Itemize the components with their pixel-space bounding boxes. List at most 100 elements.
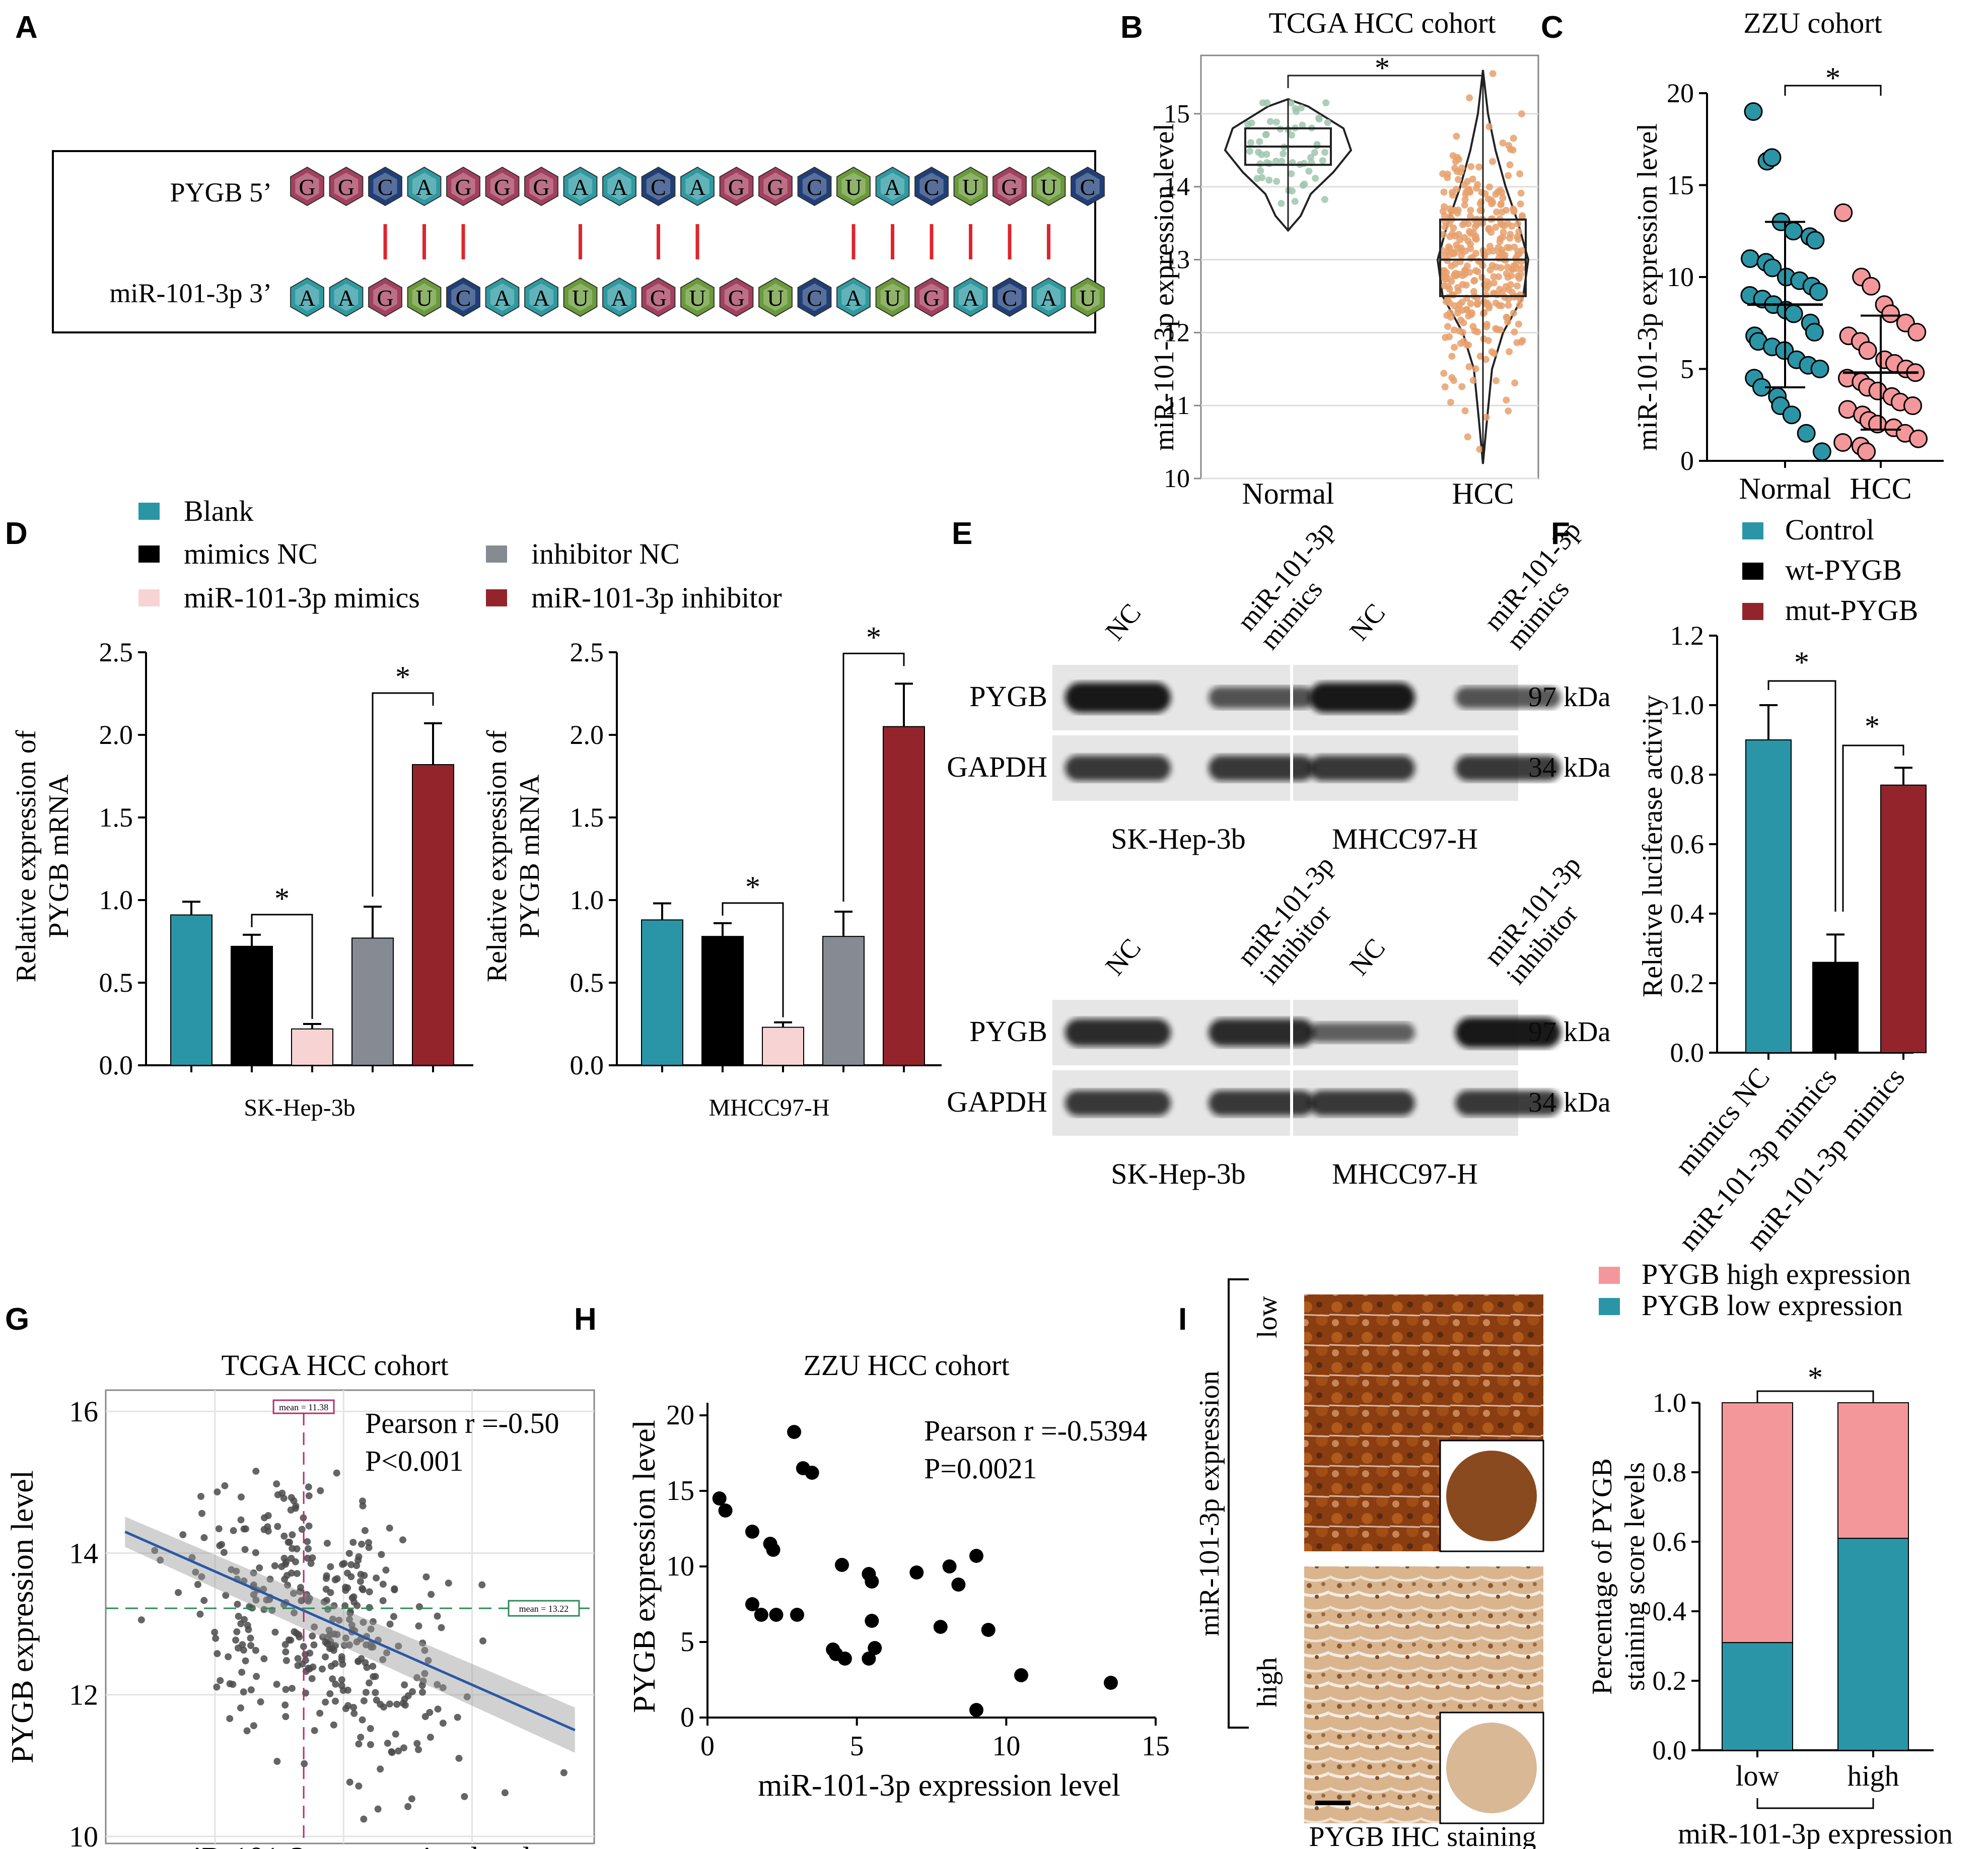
- point-hcc: [1449, 152, 1457, 160]
- ihc-caption: PYGB IHC staining: [1309, 1821, 1536, 1849]
- panel-g-point: [266, 1576, 274, 1583]
- point-normal: [1259, 99, 1266, 107]
- point-normal: [1322, 99, 1330, 107]
- panel-g-point: [311, 1623, 318, 1631]
- point-normal: [1277, 199, 1285, 207]
- point-hcc: [1447, 398, 1454, 406]
- panel-c-ytick-label: 10: [1667, 262, 1694, 292]
- point-hcc: [1450, 291, 1457, 299]
- pygb-nt-20: C: [1080, 174, 1096, 200]
- panel-f-ytick-label: 0.4: [1670, 899, 1705, 929]
- blot-lane-label-0: NC: [1099, 933, 1147, 981]
- panel-g-point: [247, 1642, 255, 1650]
- dot-normal: [1784, 222, 1803, 241]
- panel-h-ytick-label: 5: [680, 1626, 694, 1658]
- point-hcc: [1476, 446, 1483, 453]
- point-hcc: [1458, 164, 1466, 172]
- bar-0-4: [412, 764, 454, 1066]
- panel-g-point: [362, 1689, 370, 1696]
- panel-g-point: [305, 1522, 313, 1530]
- panel-i-bar-low-low: [1722, 1642, 1793, 1751]
- panel-h-point: [805, 1466, 819, 1480]
- blot-cell-label-0: SK-Hep-3b: [1111, 823, 1245, 855]
- point-normal: [1299, 121, 1306, 129]
- mir-nt-2-hex: [368, 277, 402, 317]
- point-hcc: [1474, 181, 1481, 188]
- point-normal: [1280, 150, 1287, 158]
- panel-c-ytick-label: 15: [1667, 170, 1694, 200]
- point-hcc: [1500, 228, 1507, 236]
- point-hcc: [1456, 327, 1463, 335]
- panel-g-point: [256, 1564, 263, 1571]
- blot-band-gapdh-1: [1209, 755, 1314, 781]
- point-normal: [1256, 160, 1264, 168]
- panel-g-point: [330, 1721, 337, 1729]
- dot-normal: [1812, 442, 1831, 461]
- panel-label-g: G: [5, 1302, 29, 1337]
- panel-g-point: [360, 1618, 367, 1626]
- panel-b-sig-bracket: [1287, 75, 1484, 88]
- panel-b-xtick-label-normal: Normal: [1242, 477, 1334, 510]
- point-hcc: [1446, 333, 1453, 340]
- point-hcc: [1497, 326, 1504, 333]
- pygb-nt-15-hex: [875, 166, 910, 207]
- mir-nt-12: U: [767, 285, 784, 311]
- panel-f-ylabel: Relative luciferase activity: [1637, 695, 1668, 997]
- point-hcc: [1475, 163, 1483, 171]
- mir-nt-3-hex-inner: [412, 283, 437, 311]
- panel-g-point: [302, 1651, 309, 1658]
- panel-b-xtick-label-hcc: HCC: [1452, 477, 1514, 510]
- mir-nt-0-hex: [290, 277, 324, 317]
- panel-g-point: [353, 1638, 361, 1646]
- panel-g-point: [327, 1663, 335, 1670]
- pygb-nt-12: G: [767, 174, 784, 200]
- pygb-nt-5-hex: [485, 166, 520, 207]
- panel-g-point: [137, 1616, 145, 1624]
- mir-nt-4: C: [456, 285, 471, 311]
- legend-swatch-4: [486, 589, 507, 606]
- point-hcc: [1447, 313, 1455, 321]
- pygb-nt-1-hex: [329, 166, 364, 207]
- dot-normal: [1741, 249, 1760, 268]
- panel-i-bar-high-low: [1722, 1402, 1793, 1643]
- panel-g-point: [237, 1704, 244, 1711]
- dot-hcc: [1834, 203, 1853, 222]
- panel-g-point: [419, 1677, 427, 1685]
- point-normal: [1247, 139, 1254, 147]
- panel-g-point: [386, 1620, 394, 1628]
- pygb-nt-4-hex: [446, 166, 480, 207]
- point-hcc: [1448, 353, 1456, 360]
- panel-g-point: [350, 1709, 358, 1717]
- point-normal: [1307, 154, 1315, 161]
- pygb-nt-11-hex-inner: [724, 172, 749, 200]
- panel-g-point: [392, 1730, 399, 1738]
- bar-0-3: [351, 937, 394, 1066]
- panel-d-ytick-label: 2.0: [570, 720, 604, 750]
- panel-label-f: F: [1551, 516, 1570, 551]
- point-normal: [1272, 157, 1280, 165]
- point-hcc: [1480, 298, 1487, 306]
- point-hcc: [1467, 163, 1475, 170]
- panel-c-ytick-label: 5: [1680, 354, 1694, 384]
- panel-g-point: [288, 1494, 295, 1501]
- pygb-nt-16: C: [924, 174, 940, 200]
- panel-g-point: [434, 1612, 441, 1620]
- point-hcc: [1495, 273, 1502, 281]
- point-hcc: [1497, 264, 1505, 271]
- point-hcc: [1498, 302, 1505, 310]
- mir-nt-4-hex: [446, 277, 480, 317]
- panel-label-b: B: [1120, 10, 1143, 45]
- panel-g-point: [324, 1606, 332, 1613]
- point-hcc: [1467, 207, 1474, 214]
- legend-label-0: Blank: [184, 495, 254, 527]
- ihc-inset-low-core: [1446, 1451, 1537, 1541]
- panel-f-ytick-label: 0.0: [1670, 1038, 1705, 1068]
- panel-f-sig-star-1: *: [1794, 646, 1809, 679]
- panel-g-point: [200, 1534, 208, 1541]
- panel-h-point: [862, 1652, 876, 1666]
- panel-g-point: [363, 1664, 371, 1671]
- panel-g-point: [413, 1674, 421, 1681]
- panel-g-point: [305, 1483, 312, 1491]
- point-hcc: [1440, 231, 1447, 238]
